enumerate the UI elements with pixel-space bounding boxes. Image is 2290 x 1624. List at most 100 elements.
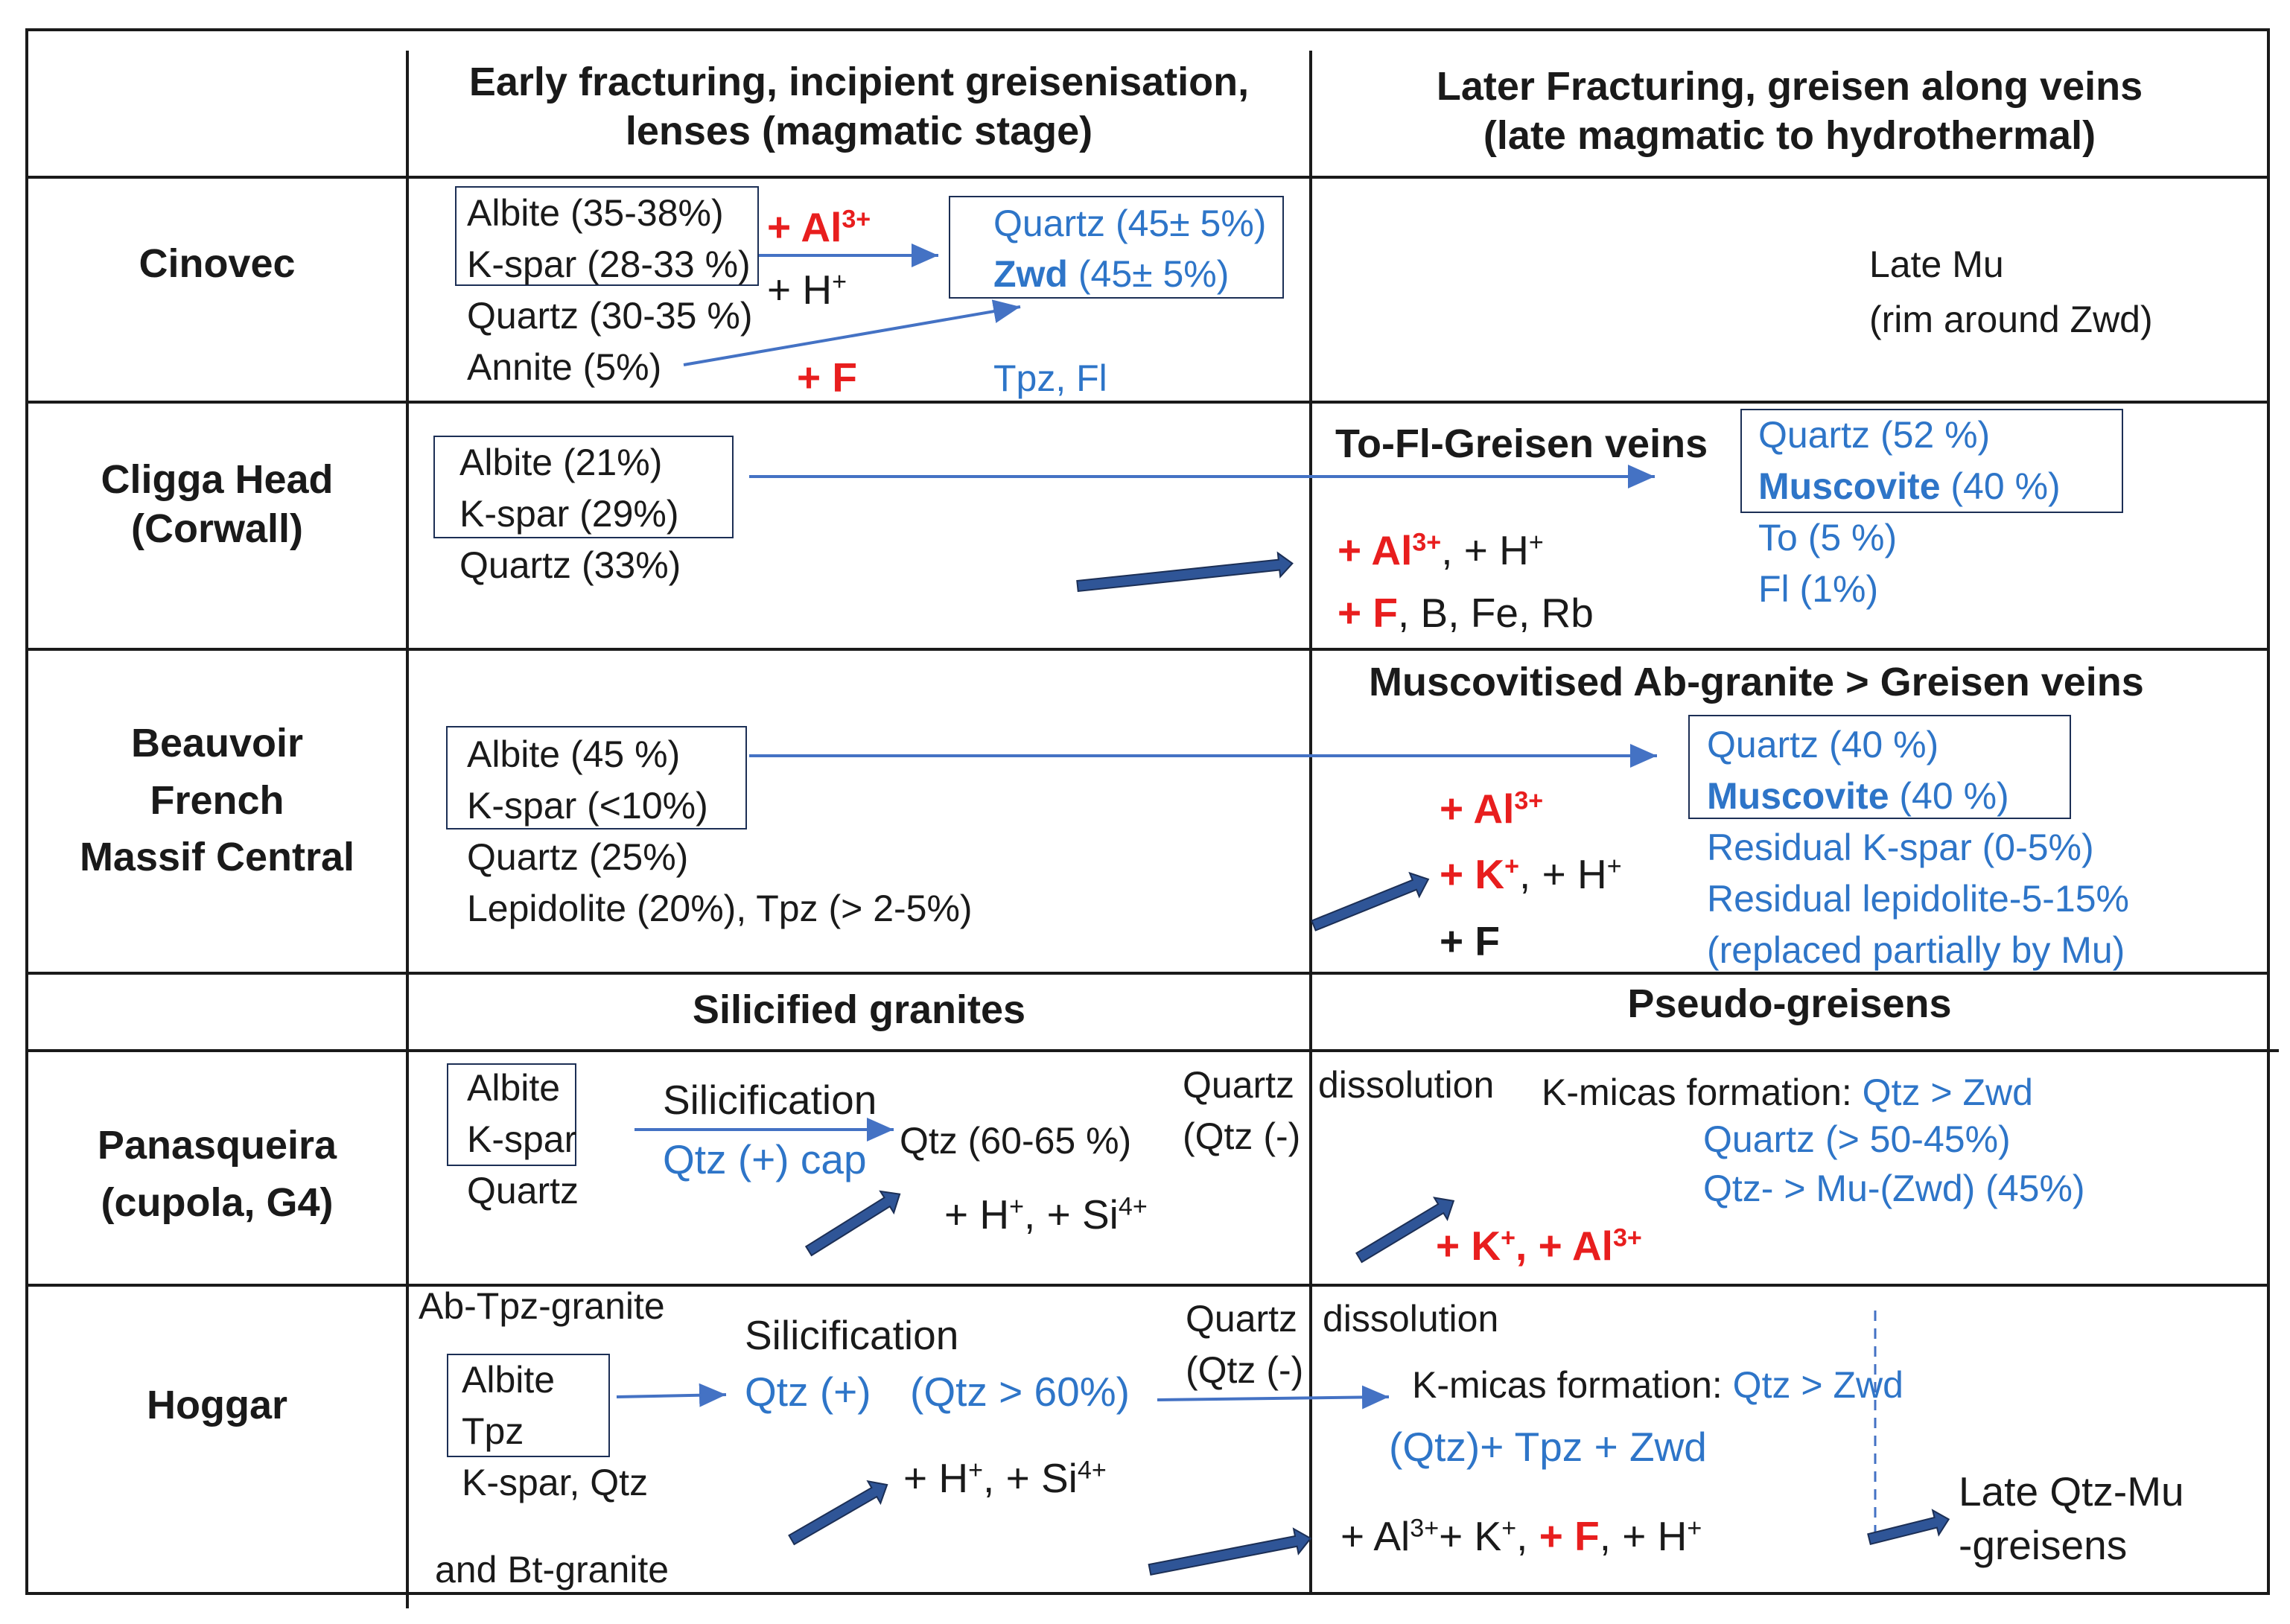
cligga-kspar: K-spar (29%) <box>459 493 679 535</box>
site-beauvoir-line2: French <box>150 777 284 823</box>
hoggar-tpz: Tpz <box>462 1410 524 1452</box>
hoggar-kspar-qtz: K-spar, Qtz <box>462 1462 649 1503</box>
hoggar-k-text: + K <box>1439 1513 1502 1559</box>
panasqueira-res-qtz-mu: Qtz- > Mu-(Zwd) (45%) <box>1703 1168 2085 1209</box>
header-early: Early fracturing, incipient greisenisati… <box>0 58 1311 156</box>
beauvoir-plus-al: + Al3+ <box>1440 784 1543 834</box>
header-early-line1: Early fracturing, incipient greisenisati… <box>468 60 1250 104</box>
header-later: Later Fracturing, greisen along veins (l… <box>1311 63 2268 161</box>
cligga-albite: Albite (21%) <box>459 442 663 483</box>
cinovec-al-charge: 3+ <box>842 205 871 234</box>
beauvoir-plus-al-text: + Al <box>1440 786 1515 832</box>
cinovec-h-charge: + <box>832 267 847 296</box>
panasqueira-kmicas: K-micas formation: Qtz > Zwd <box>1542 1070 2033 1115</box>
panasqueira-kspar: K-spar <box>467 1118 577 1160</box>
beauvoir-res-musc: Muscovite (40 %) <box>1707 774 2009 819</box>
beauvoir-al-charge: 3+ <box>1514 786 1544 815</box>
cligga-res-quartz: Quartz (52 %) <box>1758 414 1991 456</box>
hoggar-qtz-minus: (Qtz (-) <box>1186 1349 1304 1391</box>
header-later-line2: (late magmatic to hydrothermal) <box>1483 112 2096 158</box>
cligga-quartz: Quartz (33%) <box>459 544 681 586</box>
beauvoir-heading: Muscovitised Ab-granite > Greisen veins <box>1369 660 2144 704</box>
site-beauvoir-line3: Massif Central <box>79 835 355 880</box>
cinovec-res-quartz: Quartz (45± 5%) <box>993 203 1267 244</box>
hoggar-al-text: + Al <box>1340 1513 1410 1559</box>
beauvoir-feldspar-box <box>446 726 747 829</box>
cligga-res-musc-val: (40 %) <box>1940 465 2061 507</box>
hoggar-ions: + Al3++ K+, + F, + H+ <box>1340 1513 1702 1559</box>
site-cligga: Cligga Head (Corwall) <box>27 456 407 554</box>
block-arrow-beauvoir <box>1311 871 1430 932</box>
panasqueira-h-text: + H <box>944 1191 1010 1238</box>
cinovec-plus-al-text: + Al <box>767 204 842 250</box>
cligga-plus-al-h: + Al3+, + H+ <box>1338 526 1544 576</box>
hoggar-late-qtz-mu-line1: Late Qtz-Mu <box>1959 1468 2184 1515</box>
cinovec-plus-f: + F <box>797 354 857 401</box>
cinovec-late-mu-line1: Late Mu <box>1869 243 2004 285</box>
beauvoir-h-part: , + H <box>1519 851 1607 897</box>
panasqueira-h-si: + H+, + Si4+ <box>944 1190 1148 1240</box>
table-frame <box>25 28 2270 1595</box>
beauvoir-plus-k-text: + K <box>1440 851 1505 897</box>
beauvoir-kspar: K-spar (<10%) <box>467 785 708 827</box>
hoggar-albite: Albite <box>462 1359 556 1401</box>
block-arrow-panasqueira-right <box>1355 1197 1455 1264</box>
hoggar-al-charge: 3+ <box>1410 1514 1440 1543</box>
cinovec-res-zwd-name: Zwd <box>993 253 1068 295</box>
hoggar-h-charge2: + <box>1687 1514 1702 1543</box>
site-panasqueira-line2: (cupola, G4) <box>101 1179 334 1225</box>
beauvoir-quartz: Quartz (25%) <box>467 836 689 878</box>
beauvoir-result-box <box>1688 715 2071 819</box>
cinovec-annite: Annite (5%) <box>467 346 662 388</box>
arrow-cinovec-annite <box>683 299 1021 366</box>
hoggar-h-part: , + H <box>1599 1513 1688 1559</box>
panasqueira-qtz-minus: (Qtz (-) <box>1183 1115 1301 1157</box>
hoggar-h-text: + H <box>903 1455 969 1501</box>
beauvoir-albite: Albite (45 %) <box>467 733 681 775</box>
site-panasqueira: Panasqueira (cupola, G4) <box>27 1117 407 1231</box>
cligga-veins-heading: To-Fl-Greisen veins <box>1335 421 1708 466</box>
panasqueira-k-text: + K <box>1436 1223 1501 1269</box>
cinovec-feldspar-box <box>455 186 759 286</box>
hoggar-qtz-60: (Qtz > 60%) <box>910 1369 1130 1415</box>
panasqueira-si-part: , + Si <box>1024 1191 1119 1238</box>
beauvoir-res-replaced: (replaced partially by Mu) <box>1707 929 2125 971</box>
beauvoir-res-lepid: Residual lepidolite-5-15% <box>1707 878 2129 920</box>
beauvoir-res-musc-name: Muscovite <box>1707 775 1889 817</box>
hoggar-k-charge: + <box>1501 1514 1517 1543</box>
hoggar-ab-tpz-granite: Ab-Tpz-granite <box>419 1285 665 1327</box>
cligga-rest: , B, Fe, Rb <box>1398 590 1594 636</box>
hoggar-late-qtz-mu-line2: -greisens <box>1959 1521 2128 1568</box>
hoggar-qtz-plus: Qtz (+) <box>745 1369 871 1415</box>
hoggar-kmicas-label: K-micas formation: <box>1412 1364 1733 1406</box>
site-hoggar: Hoggar <box>147 1383 287 1427</box>
block-arrow-hoggar-late <box>1867 1509 1950 1546</box>
cligga-h-charge: + <box>1528 528 1544 557</box>
panasqueira-res-quartz: Quartz (> 50-45%) <box>1703 1118 2011 1160</box>
beauvoir-plus-f: + F <box>1440 918 1500 964</box>
hoggar-si-part: , + Si <box>983 1455 1078 1501</box>
cinovec-plus-al: + Al3+ <box>767 203 871 252</box>
panasqueira-al-part: , + Al <box>1515 1223 1613 1269</box>
hoggar-feldspar-box <box>447 1354 610 1457</box>
hoggar-silicification: Silicification <box>745 1312 959 1358</box>
hoggar-late-qtz-mu: Late Qtz-Mu -greisens <box>1959 1465 2184 1572</box>
cligga-result-box <box>1740 409 2123 513</box>
panasqueira-quartz: Quartz <box>467 1170 579 1211</box>
beauvoir-plus-k-h: + K+, + H+ <box>1440 850 1622 899</box>
hoggar-dissolution-word: dissolution <box>1323 1298 1499 1340</box>
hoggar-quartz-word: Quartz <box>1186 1298 1298 1340</box>
block-arrow-cligga <box>1076 551 1294 593</box>
panasqueira-feldspar-box <box>447 1063 576 1166</box>
header-pseudo: Pseudo-greisens <box>1627 981 1952 1026</box>
beauvoir-lepid: Lepidolite (20%), Tpz (> 2-5%) <box>467 888 973 929</box>
site-cligga-line2: (Corwall) <box>130 506 303 551</box>
header-silicified: Silicified granites <box>692 987 1026 1032</box>
cligga-res-musc: Muscovite (40 %) <box>1758 464 2061 509</box>
cligga-fl: Fl (1%) <box>1758 568 1879 610</box>
header-later-line1: Later Fracturing, greisen along veins <box>1436 64 2143 109</box>
hoggar-qtz-tpz-zwd: (Qtz)+ Tpz + Zwd <box>1389 1424 1707 1470</box>
panasqueira-qtz-pct: Qtz (60-65 %) <box>900 1120 1132 1162</box>
hoggar-kmicas: K-micas formation: Qtz > Zwd <box>1412 1363 1903 1408</box>
